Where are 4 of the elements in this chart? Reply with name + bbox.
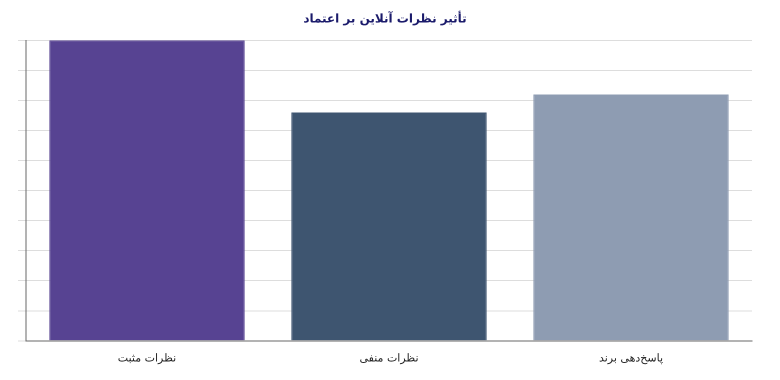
x-tick-label: پاسخ‌دهی برند bbox=[598, 351, 664, 364]
x-tick-label: نظرات مثبت bbox=[118, 351, 176, 364]
chart-title: تأثیر نظرات آنلاین بر اعتماد bbox=[303, 10, 467, 26]
x-tick-label: نظرات منفی bbox=[359, 351, 419, 364]
